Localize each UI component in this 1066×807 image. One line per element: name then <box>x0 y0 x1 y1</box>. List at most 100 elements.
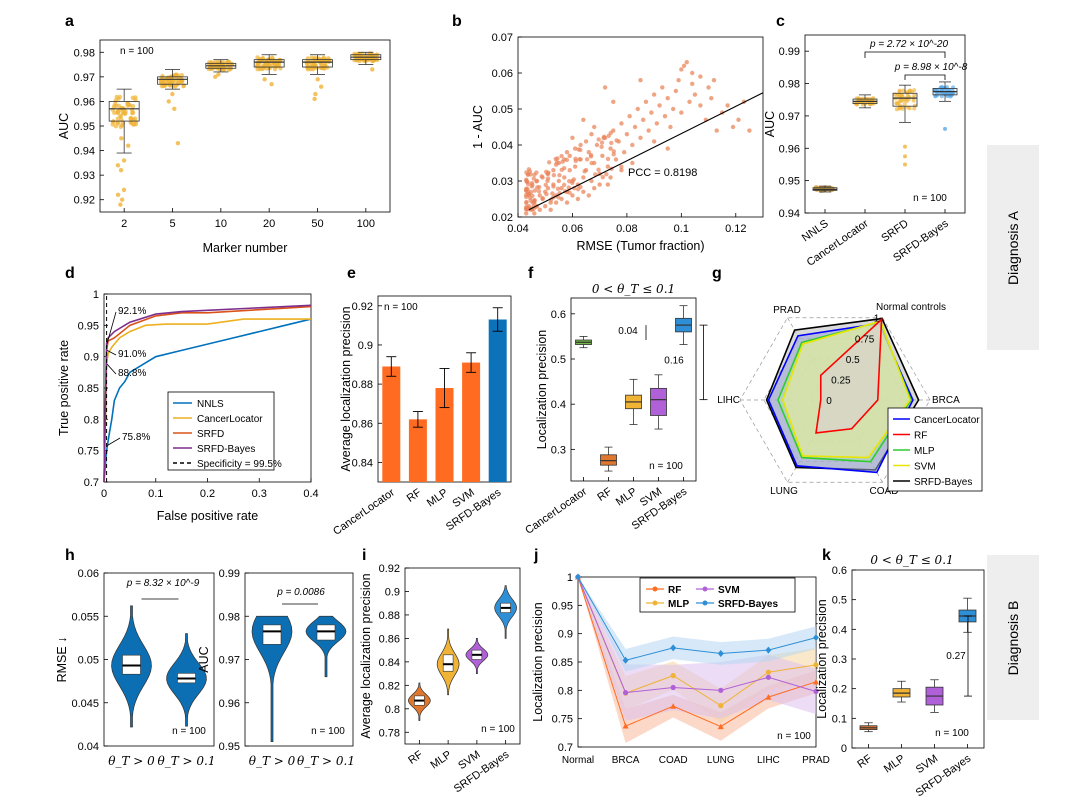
panel-e-bar <box>462 362 481 482</box>
panel-a-ytick-label: 0.93 <box>74 170 95 182</box>
panel-a-point <box>110 107 115 112</box>
diagnosis-b-bar <box>987 555 1039 720</box>
panel-a-outlier <box>115 163 121 168</box>
panel-j-category-label: BRCA <box>612 755 640 766</box>
panel-c-ytick-label: 0.96 <box>779 143 800 155</box>
panel-b-point <box>543 182 548 188</box>
panel-letter-d: d <box>65 265 75 282</box>
panel-letter-c: c <box>776 13 785 30</box>
panel-g-axis-label: LUNG <box>770 486 798 497</box>
panel-c-bracket-2 <box>904 74 946 80</box>
panel-a-outlier <box>121 158 127 163</box>
panel-d-xtick-label: 0.1 <box>148 488 163 500</box>
panel-a-point <box>161 83 166 89</box>
panel-b-point <box>526 167 532 172</box>
panel-a-outlier <box>119 136 124 141</box>
panel-b-point <box>692 92 698 97</box>
panel-b-point <box>602 85 608 90</box>
panel-a-point <box>112 110 117 116</box>
panel-b-point <box>665 96 670 101</box>
panel-b-point <box>575 187 581 192</box>
panel-b-point <box>525 207 530 212</box>
panel-b-point <box>619 168 624 173</box>
panel-b-point <box>630 160 635 166</box>
panel-b-point <box>632 124 638 130</box>
panel-b-point <box>638 135 643 140</box>
panel-b-point <box>592 124 597 130</box>
panel-b-xtick-label: 0.04 <box>507 223 528 235</box>
panel-a-point <box>118 124 124 129</box>
panel-c-frame <box>804 34 966 214</box>
panel-c-point <box>907 106 912 111</box>
panel-d-annotation: 91.0% <box>118 349 146 360</box>
panel-d-xtick-label: 0 <box>101 488 107 500</box>
panel-b-point <box>526 192 531 197</box>
panel-b-point <box>586 193 591 198</box>
panel-j-legend-box <box>639 577 796 613</box>
panel-a-outlier <box>313 91 318 97</box>
panel-a-outlier <box>121 187 127 193</box>
panel-b-pcc: PCC = 0.8198 <box>628 167 697 179</box>
panel-c-point <box>897 99 902 104</box>
panel-b-point <box>690 70 695 76</box>
panel-b-point <box>665 146 670 151</box>
panel-b-point <box>641 117 646 123</box>
panel-b-point <box>572 164 578 169</box>
panel-e-n: n = 100 <box>384 302 418 313</box>
panel-j-ytick-label: 1 <box>567 572 573 584</box>
panel-a-point <box>181 83 186 89</box>
panel-c-outlier <box>903 144 907 149</box>
panel-b-point <box>646 128 651 133</box>
panel-b-point <box>608 175 613 180</box>
panel-d-ytick-label: 1 <box>93 289 99 301</box>
panel-h-right-violin <box>305 615 347 678</box>
panel-j-category-label: PRAD <box>802 755 830 766</box>
panel-letter-j: j <box>533 547 538 564</box>
panel-c-point <box>856 96 861 101</box>
panel-a-point <box>353 52 359 58</box>
panel-b-point <box>545 176 551 181</box>
panel-b-point <box>673 88 679 94</box>
panel-b-point <box>544 191 549 197</box>
panel-a-ytick-label: 0.96 <box>74 96 95 108</box>
panel-h-left-category-label: θ_T > 0.1 <box>158 754 216 768</box>
panel-b-point <box>536 189 542 194</box>
panel-j-marker <box>813 688 819 695</box>
panel-b-point <box>524 200 529 205</box>
panel-a-ytick-label: 0.97 <box>74 72 95 84</box>
panel-b-point <box>581 117 586 123</box>
panel-letter-b: b <box>452 13 462 30</box>
panel-k-ytick-label: 0 <box>841 743 847 755</box>
panel-b-point <box>604 172 609 177</box>
panel-a-frame <box>99 39 391 213</box>
panel-d-ytick-label: 0.7 <box>84 477 99 489</box>
panel-a-point <box>110 122 115 127</box>
panel-a-outlier <box>312 96 317 102</box>
panel-b-point <box>534 170 539 175</box>
panel-g-axis-label: LIHC <box>717 395 740 406</box>
panel-g-axis-label: PRAD <box>773 305 801 316</box>
panel-a-outlier <box>118 168 124 173</box>
panel-a-point <box>129 120 134 126</box>
panel-c-category-label: SRFD <box>879 218 910 245</box>
panel-b-point <box>532 211 537 216</box>
panel-a-ytick-label: 0.94 <box>74 146 95 158</box>
panel-e-ytick-label: 0.88 <box>352 379 373 391</box>
panel-g-axis-label: COAD <box>870 486 899 497</box>
panel-b-point <box>571 177 577 182</box>
panel-a-point <box>175 81 181 86</box>
panel-c-point <box>904 99 909 104</box>
panel-b-point <box>567 168 572 173</box>
panel-a-box <box>253 59 285 68</box>
panel-h-right-frame <box>244 572 354 747</box>
panel-a-point <box>166 80 171 86</box>
panel-b-point <box>532 198 537 203</box>
panel-c-point <box>897 92 902 97</box>
panel-c-point <box>949 92 954 97</box>
panel-i-ytick-label: 0.8 <box>385 704 400 716</box>
panel-c-point <box>908 88 913 93</box>
panel-b-point <box>559 196 564 202</box>
panel-b-point <box>651 139 657 144</box>
panel-a-category-label: 2 <box>121 218 127 230</box>
